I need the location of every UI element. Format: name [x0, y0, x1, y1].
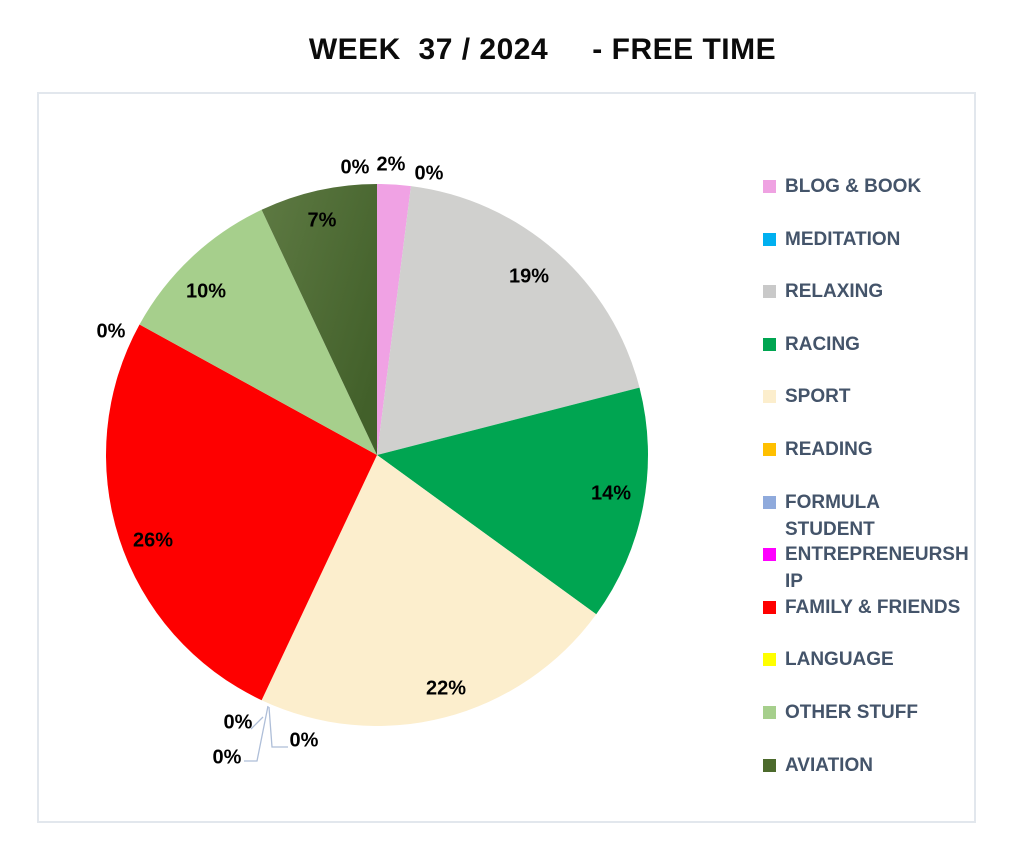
legend-swatch-racing	[763, 337, 776, 351]
legend-label-line: OTHER STUFF	[785, 702, 918, 723]
legend-label-line: RELAXING	[785, 281, 884, 303]
pie-slice-aviation[interactable]	[261, 184, 377, 455]
legend-label: SPORT	[785, 383, 850, 410]
legend-item-other-stuff[interactable]: OTHER STUFF	[763, 699, 918, 726]
pie-slice-racing[interactable]	[377, 387, 649, 615]
legend-label: OTHER STUFF	[785, 699, 918, 726]
legend-label-line: MEDITATION	[785, 228, 901, 250]
pie-slice-sport[interactable]	[261, 455, 597, 727]
legend-item-aviation[interactable]: AVIATION	[763, 752, 873, 779]
legend-item-blog-book[interactable]: BLOG & BOOK	[763, 173, 921, 200]
legend-item-meditation[interactable]: MEDITATION	[763, 226, 900, 253]
chart-title: WEEK 37 / 2024 - FREE TIME	[308, 33, 777, 66]
legend-swatch-reading	[763, 443, 776, 456]
legend-item-language[interactable]: LANGUAGE	[763, 646, 894, 673]
legend-item-racing[interactable]: RACING	[763, 331, 860, 358]
legend-label-line: FAMILY & FRIENDS	[785, 596, 961, 618]
legend-label-line: FORMULA	[785, 491, 880, 513]
legend-swatch-blog-book	[763, 180, 776, 193]
legend-label-line: STUDENT	[785, 518, 875, 540]
legend-item-reading[interactable]: READING	[763, 436, 873, 463]
legend-label-line: AVIATION	[785, 754, 873, 776]
legend-label: RACING	[785, 331, 860, 358]
legend-label-line: READING	[785, 439, 873, 460]
legend-swatch-entrepreneurship	[763, 548, 776, 562]
legend-label: LANGUAGE	[785, 646, 894, 673]
chart-legend: BLOG & BOOK MEDITATION RELAXING RACING SPORT…	[763, 173, 978, 798]
legend-label-line: ENTREPRENEURSH	[785, 544, 969, 566]
legend-label: RELAXING	[785, 278, 883, 305]
legend-swatch-sport	[763, 390, 776, 404]
legend-label: BLOG & BOOK	[785, 173, 921, 200]
legend-item-family-friends[interactable]: FAMILY & FRIENDS	[763, 594, 960, 621]
legend-label: FORMULA STUDENT	[785, 489, 880, 543]
legend-label-line: BLOG & BOOK	[785, 176, 922, 197]
legend-label: FAMILY & FRIENDS	[785, 594, 960, 621]
legend-item-sport[interactable]: SPORT	[763, 383, 850, 410]
pie-slice-relaxing[interactable]	[377, 186, 640, 455]
legend-label: MEDITATION	[785, 226, 900, 253]
legend-item-formula-student[interactable]: FORMULA STUDENT	[763, 489, 880, 543]
legend-item-relaxing[interactable]: RELAXING	[763, 278, 883, 305]
pie-slice-family-friends[interactable]	[105, 324, 378, 701]
pie-slice-blog-book[interactable]	[377, 184, 411, 455]
legend-label-line: SPORT	[785, 386, 851, 408]
legend-swatch-meditation	[763, 232, 776, 246]
legend-swatch-other-stuff	[763, 706, 776, 719]
legend-label: ENTREPRENEURSH IP	[785, 541, 969, 595]
legend-label-line: LANGUAGE	[785, 649, 894, 671]
legend-label: READING	[785, 436, 873, 463]
legend-label-line: RACING	[785, 333, 860, 355]
legend-item-entrepreneurship[interactable]: ENTREPRENEURSH IP	[763, 541, 969, 595]
legend-label-line: IP	[785, 571, 803, 593]
legend-label: AVIATION	[785, 752, 873, 779]
legend-swatch-aviation	[763, 758, 776, 772]
pie-slice-other-stuff[interactable]	[139, 209, 377, 455]
legend-swatch-language	[763, 653, 776, 667]
legend-swatch-family-friends	[763, 600, 776, 614]
legend-swatch-relaxing	[763, 285, 776, 299]
legend-swatch-formula-student	[763, 495, 776, 509]
